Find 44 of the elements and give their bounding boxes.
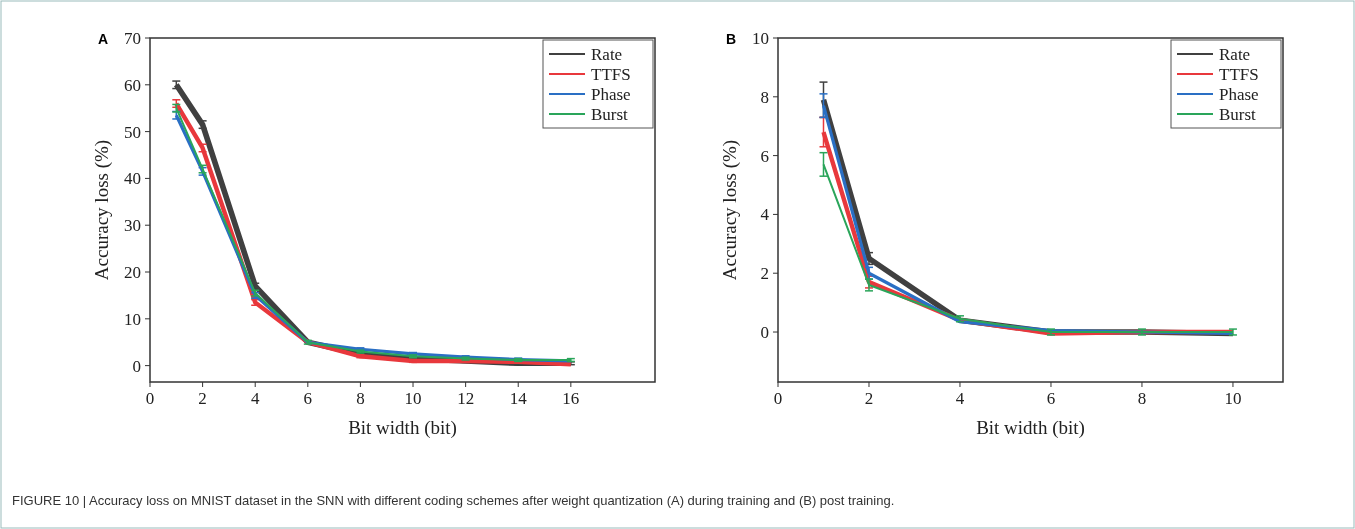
legend-label: Phase (1219, 84, 1259, 104)
legend-label: TTFS (1219, 64, 1259, 84)
x-tick-label: 2 (198, 389, 207, 408)
x-tick-label: 12 (457, 389, 475, 408)
chart-title: A (98, 31, 109, 47)
x-tick-label: 14 (509, 389, 528, 408)
y-tick-label: 2 (760, 264, 769, 284)
y-tick-label: 30 (124, 216, 141, 236)
legend-label: Rate (1219, 44, 1251, 64)
y-tick-label: 8 (760, 87, 769, 107)
y-tick-label: 10 (124, 309, 141, 329)
y-tick-label: 6 (760, 146, 769, 166)
x-tick-label: 16 (562, 389, 580, 408)
chart-title: B (726, 31, 737, 47)
x-axis-title: Bit width (bit) (348, 417, 457, 439)
y-tick-label: 0 (760, 322, 769, 342)
x-tick-label: 4 (250, 389, 260, 408)
caption: FIGURE 10 | Accuracy loss on MNIST dataset in the SNN with different coding schemes after weight quantization (A) during training and (B) post training. (12, 493, 895, 508)
x-tick-label: 8 (356, 389, 365, 408)
x-axis-title: Bit width (bit) (976, 417, 1085, 439)
y-tick-label: 50 (124, 122, 141, 142)
x-tick-label: 0 (773, 389, 783, 408)
x-tick-label: 8 (1137, 389, 1147, 408)
legend-label: Burst (591, 104, 629, 124)
x-tick-label: 4 (955, 389, 965, 408)
y-tick-label: 4 (760, 205, 770, 225)
legend-label: Burst (1219, 104, 1257, 124)
legend-label: Phase (591, 84, 631, 104)
x-tick-label: 6 (1046, 389, 1056, 408)
y-tick-label: 0 (132, 356, 141, 376)
x-tick-label: 6 (303, 389, 313, 408)
y-tick-label: 40 (124, 169, 141, 189)
y-axis-title: Accuracy loss (%) (719, 139, 741, 281)
x-tick-label: 10 (1224, 389, 1242, 408)
legend-label: TTFS (591, 64, 631, 84)
y-tick-label: 10 (752, 28, 769, 48)
x-tick-label: 2 (864, 389, 874, 408)
y-tick-label: 20 (124, 262, 141, 282)
x-tick-label: 10 (404, 389, 422, 408)
x-tick-label: 0 (145, 389, 155, 408)
y-axis-title: Accuracy loss (%) (91, 139, 113, 281)
y-tick-label: 70 (124, 28, 141, 48)
legend-label: Rate (591, 44, 623, 64)
y-tick-label: 60 (124, 75, 141, 95)
